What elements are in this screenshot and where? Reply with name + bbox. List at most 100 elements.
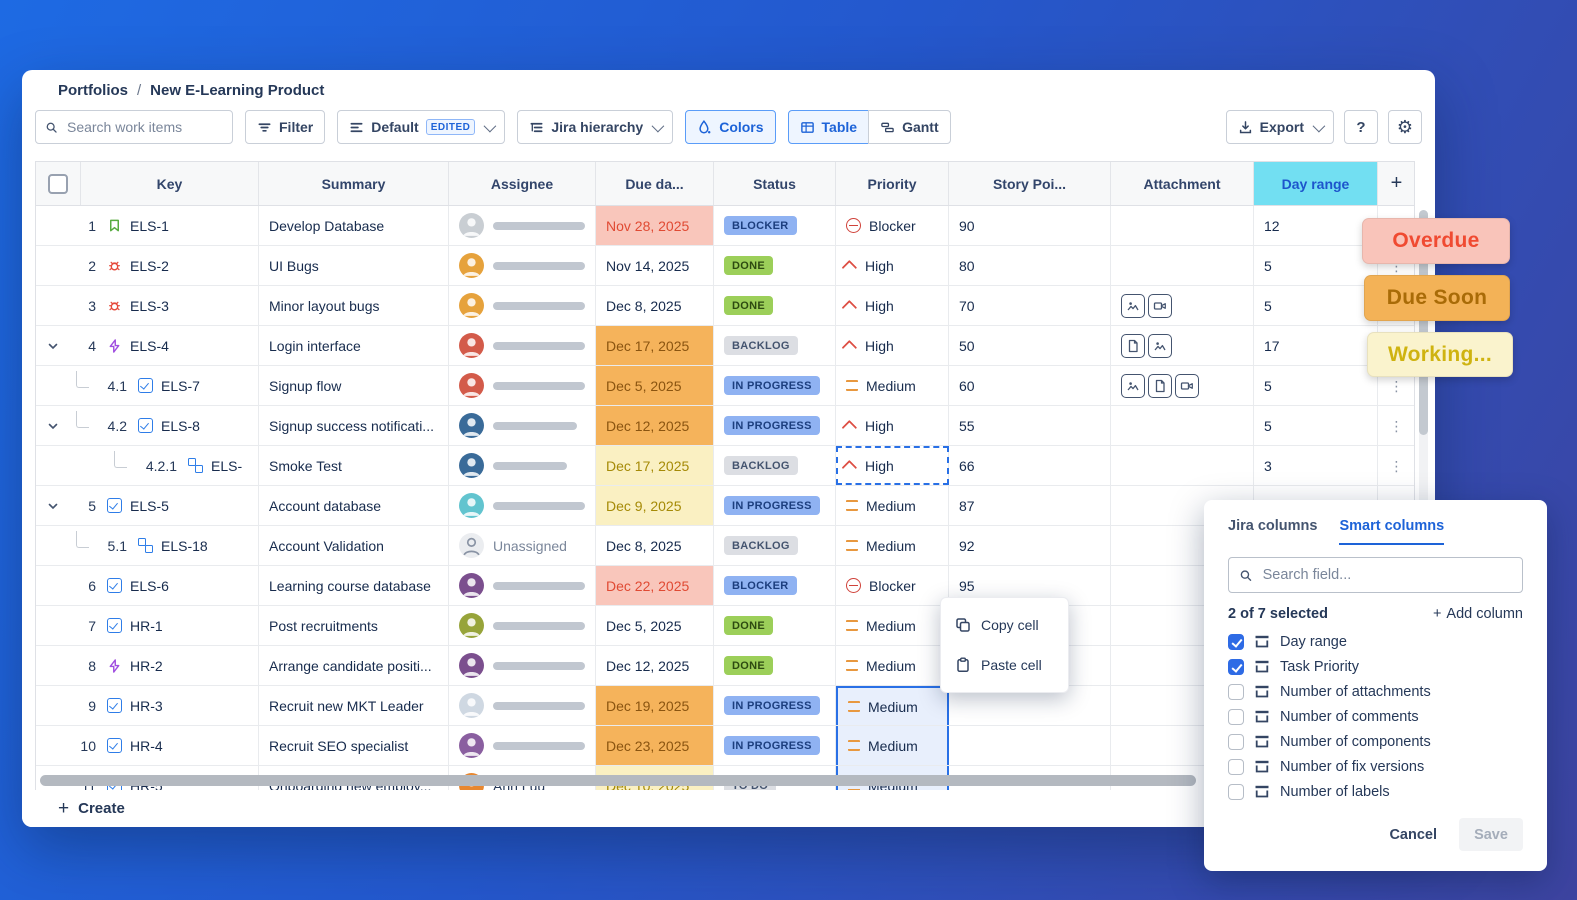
cell-priority[interactable]: High (836, 286, 949, 325)
cell-status[interactable]: IN PROGRESS (714, 366, 836, 405)
cell-summary[interactable]: UI Bugs (259, 246, 449, 285)
header-attachment[interactable]: Attachment (1111, 162, 1254, 205)
cell-assignee[interactable] (449, 686, 596, 725)
cell-due-date[interactable]: Dec 22, 2025 (596, 566, 714, 605)
field-search-input[interactable] (1260, 566, 1512, 584)
table-row[interactable]: 8 HR-2 Arrange candidate positi... Dec 12… (36, 646, 1414, 686)
add-column-button[interactable]: + Add column (1433, 606, 1523, 622)
cell-summary[interactable]: Post recruitments (259, 606, 449, 645)
cell-key[interactable]: 4 ELS-4 (36, 326, 259, 365)
cell-due-date[interactable]: Dec 17, 2025 (596, 446, 714, 485)
field-option[interactable]: Number of fix versions (1228, 759, 1523, 775)
cell-story-points[interactable]: 95 (949, 566, 1111, 605)
cell-summary[interactable]: Account database (259, 486, 449, 525)
cell-due-date[interactable]: Dec 5, 2025 (596, 366, 714, 405)
video-attachment-icon[interactable] (1175, 373, 1199, 398)
select-all-checkbox[interactable] (48, 173, 68, 194)
header-day-range[interactable]: Day range (1254, 162, 1378, 205)
cell-attachment[interactable] (1111, 446, 1254, 485)
cell-priority-copied[interactable]: High (836, 446, 949, 485)
cell-key[interactable]: 8 HR-2 (36, 646, 259, 685)
cell-key[interactable]: 1 ELS-1 (36, 206, 259, 245)
table-row[interactable]: 3 ELS-3 Minor layout bugs Dec 8, 2025 DON… (36, 286, 1414, 326)
view-selector-button[interactable]: Default EDITED (337, 110, 506, 144)
search-input[interactable] (64, 118, 223, 136)
cancel-button[interactable]: Cancel (1389, 826, 1437, 843)
cell-story-points[interactable] (949, 686, 1111, 725)
colors-button[interactable]: Colors (685, 110, 776, 144)
cell-attachment[interactable] (1111, 366, 1254, 405)
cell-due-date[interactable]: Dec 12, 2025 (596, 406, 714, 445)
cell-status[interactable]: BACKLOG (714, 526, 836, 565)
cell-assignee[interactable]: Unassigned (449, 526, 596, 565)
cell-story-points[interactable]: 66 (949, 446, 1111, 485)
cell-status[interactable]: IN PROGRESS (714, 486, 836, 525)
cell-key[interactable]: 7 HR-1 (36, 606, 259, 645)
horizontal-scrollbar[interactable] (40, 775, 1196, 786)
cell-priority-selected[interactable]: Medium (836, 726, 949, 765)
field-option[interactable]: Task Priority (1228, 659, 1523, 675)
cell-story-points[interactable] (949, 726, 1111, 765)
cell-summary[interactable]: Develop Database (259, 206, 449, 245)
header-key[interactable]: Key (81, 162, 259, 205)
tab-jira-columns[interactable]: Jira columns (1228, 518, 1318, 534)
settings-button[interactable]: ⚙ (1388, 110, 1422, 144)
cell-day-range[interactable]: 12 (1254, 206, 1378, 245)
cell-day-range[interactable]: 5 (1254, 406, 1378, 445)
cell-assignee[interactable] (449, 446, 596, 485)
tab-smart-columns[interactable]: Smart columns (1339, 518, 1445, 545)
header-status[interactable]: Status (714, 162, 836, 205)
cell-status[interactable]: DONE (714, 646, 836, 685)
hierarchy-selector-button[interactable]: Jira hierarchy (517, 110, 674, 144)
cell-day-range[interactable]: 3 (1254, 446, 1378, 485)
cell-key[interactable]: 2 ELS-2 (36, 246, 259, 285)
checkbox-unchecked[interactable] (1228, 784, 1244, 800)
checkbox-unchecked[interactable] (1228, 684, 1244, 700)
cell-assignee[interactable] (449, 566, 596, 605)
cell-summary[interactable]: Signup success notificati... (259, 406, 449, 445)
save-button[interactable]: Save (1459, 818, 1523, 851)
gantt-view-button[interactable]: Gantt (868, 110, 951, 144)
cell-priority[interactable]: High (836, 406, 949, 445)
cell-assignee[interactable] (449, 206, 596, 245)
add-column-icon[interactable]: + (1390, 172, 1403, 194)
cell-day-range[interactable]: 5 (1254, 366, 1378, 405)
cell-status[interactable]: IN PROGRESS (714, 686, 836, 725)
cell-attachment[interactable] (1111, 206, 1254, 245)
cell-key[interactable]: 4.1 ELS-7 (36, 366, 259, 405)
filter-button[interactable]: Filter (245, 110, 326, 144)
cell-key[interactable]: 6 ELS-6 (36, 566, 259, 605)
table-row[interactable]: 1 ELS-1 Develop Database Nov 28, 2025 BLO… (36, 206, 1414, 246)
cell-priority[interactable]: High (836, 326, 949, 365)
file-attachment-icon[interactable] (1148, 373, 1172, 398)
cell-assignee[interactable] (449, 366, 596, 405)
table-row[interactable]: 10 HR-4 Recruit SEO specialist Dec 23, 20… (36, 726, 1414, 766)
table-row[interactable]: 5.1 ELS-18 Account Validation Unassigned … (36, 526, 1414, 566)
cell-summary[interactable]: Recruit new MKT Leader (259, 686, 449, 725)
image-attachment-icon[interactable] (1121, 293, 1145, 318)
checkbox-unchecked[interactable] (1228, 759, 1244, 775)
cell-key[interactable]: 5 ELS-5 (36, 486, 259, 525)
checkbox-checked[interactable] (1228, 634, 1244, 650)
cell-attachment[interactable] (1111, 406, 1254, 445)
copy-cell-menu-item[interactable]: Copy cell (941, 605, 1068, 645)
cell-due-date[interactable]: Dec 12, 2025 (596, 646, 714, 685)
cell-story-points[interactable]: 70 (949, 286, 1111, 325)
field-option[interactable]: Day range (1228, 634, 1523, 650)
cell-due-date[interactable]: Dec 8, 2025 (596, 526, 714, 565)
expand-chevron-icon[interactable] (44, 340, 62, 352)
table-row[interactable]: 4 ELS-4 Login interface Dec 17, 2025 BACK… (36, 326, 1414, 366)
search-work-items-input[interactable] (35, 110, 233, 144)
cell-story-points[interactable]: 90 (949, 206, 1111, 245)
expand-chevron-icon[interactable] (44, 420, 62, 432)
field-option[interactable]: Number of attachments (1228, 684, 1523, 700)
cell-story-points[interactable]: 50 (949, 326, 1111, 365)
cell-assignee[interactable] (449, 726, 596, 765)
cell-priority-selected[interactable]: Medium (836, 686, 949, 725)
cell-day-range[interactable]: 5 (1254, 286, 1378, 325)
cell-status[interactable]: BLOCKER (714, 206, 836, 245)
cell-priority[interactable]: High (836, 246, 949, 285)
cell-status[interactable]: BACKLOG (714, 326, 836, 365)
cell-day-range[interactable]: 17 (1254, 326, 1378, 365)
cell-summary[interactable]: Recruit SEO specialist (259, 726, 449, 765)
